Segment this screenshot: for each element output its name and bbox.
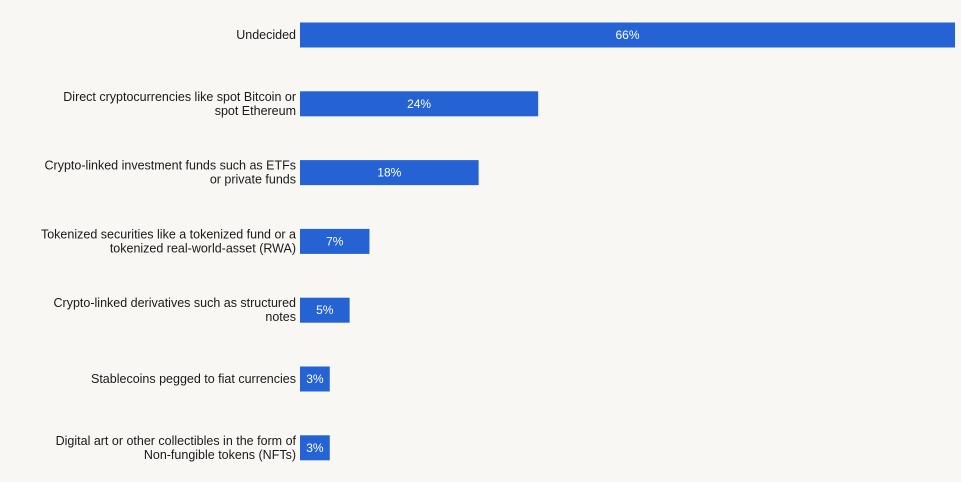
bar bbox=[300, 160, 479, 186]
category-label-line: Direct cryptocurrencies like spot Bitcoi… bbox=[63, 90, 296, 104]
category-label-line: notes bbox=[265, 310, 296, 324]
data-label: 7% bbox=[326, 234, 344, 248]
category-label-line: tokenized real-world-asset (RWA) bbox=[110, 241, 296, 255]
category-label-line: Crypto-linked investment funds such as E… bbox=[45, 159, 297, 173]
bar bbox=[300, 22, 955, 48]
category-label-line: Crypto-linked derivatives such as struct… bbox=[54, 296, 297, 310]
category-label: Digital art or other collectibles in the… bbox=[56, 434, 297, 462]
category-label-line: Tokenized securities like a tokenized fu… bbox=[41, 227, 296, 241]
category-label: Tokenized securities like a tokenized fu… bbox=[41, 227, 296, 255]
bar bbox=[300, 91, 539, 117]
category-label: Undecided bbox=[236, 28, 296, 42]
data-label: 66% bbox=[615, 28, 639, 42]
category-label: Stablecoins pegged to fiat currencies bbox=[91, 372, 296, 386]
data-label: 24% bbox=[407, 97, 431, 111]
category-label: Crypto-linked investment funds such as E… bbox=[45, 159, 297, 187]
bar bbox=[300, 366, 330, 392]
data-label: 5% bbox=[316, 303, 334, 317]
data-label: 3% bbox=[306, 372, 324, 386]
category-label-line: Non-fungible tokens (NFTs) bbox=[144, 448, 296, 462]
category-label-line: spot Ethereum bbox=[215, 104, 296, 118]
data-label: 18% bbox=[377, 166, 401, 180]
category-label: Direct cryptocurrencies like spot Bitcoi… bbox=[63, 90, 296, 118]
bar bbox=[300, 228, 370, 254]
category-label-line: Digital art or other collectibles in the… bbox=[56, 434, 297, 448]
category-label-line: or private funds bbox=[210, 173, 296, 187]
category-label: Crypto-linked derivatives such as struct… bbox=[54, 296, 297, 324]
bar bbox=[300, 297, 350, 323]
data-label: 3% bbox=[306, 441, 324, 455]
category-label-line: Stablecoins pegged to fiat currencies bbox=[91, 372, 296, 386]
bar bbox=[300, 435, 330, 461]
category-label-line: Undecided bbox=[236, 28, 296, 42]
